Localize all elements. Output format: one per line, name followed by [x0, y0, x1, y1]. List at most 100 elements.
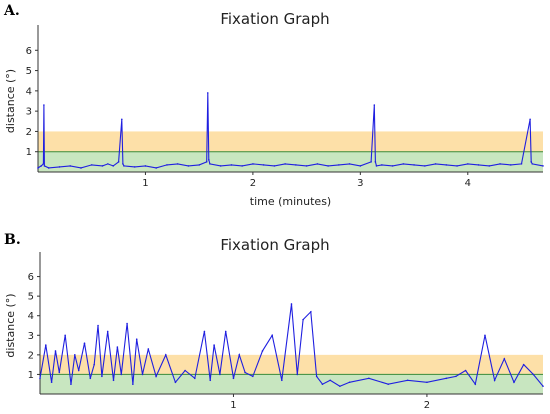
- data-point-0: [338, 164, 340, 166]
- data-point-0: [144, 165, 147, 167]
- data-point-0: [241, 165, 243, 167]
- series-line-1: [39, 303, 544, 387]
- data-point-0: [122, 163, 124, 165]
- data-point-1: [315, 375, 318, 378]
- data-point-1: [271, 334, 273, 337]
- data-point-1: [54, 350, 57, 352]
- data-point-1: [513, 381, 515, 384]
- data-point-0: [305, 165, 308, 167]
- data-point-0: [413, 164, 415, 166]
- data-point-0: [209, 163, 211, 165]
- data-point-0: [456, 165, 458, 167]
- band-orange-0: [38, 131, 543, 152]
- data-point-1: [261, 350, 264, 352]
- data-point-1: [232, 377, 235, 380]
- data-point-1: [106, 330, 109, 333]
- data-point-0: [90, 164, 93, 166]
- y-axis-label-0: distance (°): [4, 69, 17, 133]
- data-point-0: [374, 161, 377, 163]
- data-point-0: [284, 163, 286, 165]
- data-point-0: [499, 163, 501, 165]
- data-point-1: [542, 385, 544, 387]
- data-point-1: [238, 354, 241, 356]
- y-tick-label-0: 3: [26, 107, 32, 118]
- data-point-0: [198, 164, 200, 166]
- data-point-1: [329, 379, 331, 382]
- data-point-0: [424, 165, 426, 167]
- data-point-1: [58, 371, 61, 374]
- data-point-1: [116, 346, 119, 348]
- data-point-0: [488, 165, 491, 167]
- data-point-1: [302, 318, 304, 321]
- data-point-1: [224, 330, 227, 333]
- y-tick-label-1: 3: [28, 331, 34, 342]
- data-point-1: [503, 357, 506, 360]
- data-point-1: [213, 344, 215, 346]
- x-tick-label-0: 4: [465, 178, 471, 189]
- data-point-1: [252, 375, 254, 378]
- data-point-1: [296, 373, 299, 376]
- data-point-0: [262, 164, 265, 166]
- data-point-1: [39, 377, 41, 380]
- data-point-0: [47, 167, 50, 169]
- data-point-1: [406, 379, 409, 382]
- data-point-1: [339, 385, 341, 387]
- y-tick-label-1: 5: [28, 292, 34, 303]
- data-point-1: [97, 324, 99, 327]
- y-axis-label-1: distance (°): [4, 293, 17, 357]
- chart-title-b: Fixation Graph: [220, 236, 330, 254]
- data-point-0: [273, 165, 276, 167]
- band-green-0: [38, 151, 543, 172]
- x-tick-label-0: 1: [142, 178, 148, 189]
- data-point-1: [321, 383, 324, 386]
- y-tick-label-0: 5: [26, 66, 32, 77]
- data-point-0: [206, 92, 209, 94]
- data-point-0: [69, 165, 72, 167]
- data-point-0: [434, 163, 437, 165]
- data-point-1: [203, 330, 206, 333]
- y-tick-label-1: 6: [28, 272, 34, 283]
- x-tick-label-1: 1: [230, 400, 236, 411]
- data-point-1: [474, 383, 477, 386]
- data-point-1: [120, 373, 123, 376]
- x-tick-label-1: 2: [424, 400, 430, 411]
- data-point-1: [83, 342, 86, 344]
- data-point-1: [101, 375, 103, 378]
- data-point-1: [281, 379, 283, 382]
- data-point-1: [522, 363, 525, 366]
- data-point-1: [147, 348, 150, 350]
- y-tick-label-1: 2: [28, 350, 34, 361]
- data-point-0: [107, 163, 109, 165]
- data-point-0: [101, 165, 104, 167]
- data-point-1: [70, 383, 72, 386]
- data-point-0: [509, 164, 512, 166]
- data-point-1: [532, 373, 535, 376]
- x-axis-label-0: time (minutes): [250, 195, 331, 208]
- data-point-0: [187, 165, 190, 167]
- data-point-0: [123, 165, 125, 167]
- series-line-0: [37, 92, 544, 169]
- data-point-0: [327, 165, 329, 167]
- data-point-0: [176, 163, 179, 165]
- data-point-1: [132, 383, 134, 386]
- data-point-0: [43, 104, 45, 106]
- data-point-1: [455, 375, 457, 378]
- data-point-0: [208, 159, 210, 161]
- data-point-0: [370, 161, 372, 163]
- data-point-0: [391, 165, 394, 167]
- data-point-1: [155, 375, 157, 378]
- data-point-0: [530, 161, 532, 163]
- data-point-1: [126, 322, 128, 325]
- panel-label-a: A.: [4, 3, 20, 19]
- y-tick-label-1: 4: [28, 311, 34, 322]
- data-point-1: [387, 383, 390, 386]
- data-point-0: [230, 164, 233, 166]
- data-point-1: [426, 381, 428, 384]
- data-point-1: [74, 354, 76, 356]
- data-point-1: [290, 303, 293, 305]
- panel-label-b: B.: [4, 232, 21, 248]
- data-point-1: [45, 344, 47, 346]
- data-point-0: [316, 163, 319, 165]
- data-point-1: [112, 379, 115, 382]
- data-point-0: [121, 118, 123, 121]
